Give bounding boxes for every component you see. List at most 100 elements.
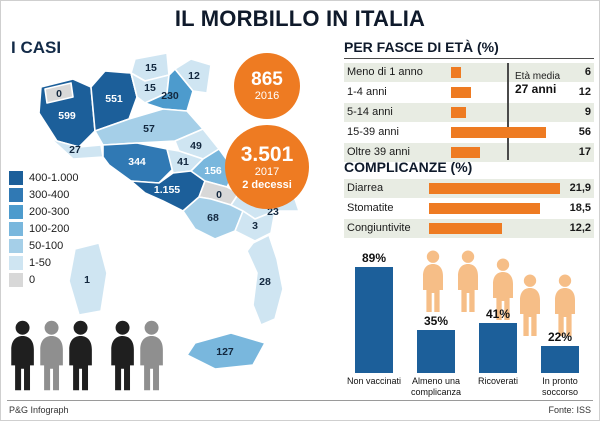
outcome-bar	[417, 330, 455, 373]
region-value: 156	[204, 165, 222, 177]
cases-2016-value: 865	[251, 69, 283, 91]
age-row: 1-4 anni 12	[344, 83, 594, 102]
region-value: 0	[216, 189, 222, 201]
region-value: 12	[188, 70, 200, 82]
credit-text: P&G Infograph	[9, 405, 69, 415]
region-value: 0	[56, 88, 62, 100]
region-value: 57	[143, 123, 155, 135]
age-row-value: 17	[578, 146, 591, 158]
region-value: 127	[216, 346, 234, 358]
legend-swatch	[9, 188, 23, 202]
outcomes-section: 89% 35% 41% 22% Non vaccinati Almeno una…	[344, 250, 594, 401]
region-value: 28	[259, 276, 271, 288]
region-value: 23	[267, 206, 279, 218]
legend-swatch	[9, 222, 23, 236]
legend-swatch	[9, 256, 23, 270]
cases-2017-value: 3.501	[240, 142, 294, 166]
complication-bar	[429, 203, 540, 214]
source-text: Fonte: ISS	[548, 405, 591, 415]
legend-swatch	[9, 171, 23, 185]
complication-label: Stomatite	[347, 202, 394, 214]
region-value: 344	[128, 156, 146, 168]
outcome-bar-group: 35%	[406, 251, 466, 373]
average-age-annotation: Età media 27 anni	[515, 71, 560, 96]
outcome-label: Almeno una complicanza	[410, 376, 462, 397]
region-value: 599	[58, 110, 76, 122]
outcome-label: Ricoverati	[477, 376, 518, 386]
cases-2017-year: 2017	[254, 166, 280, 179]
person-icon	[11, 320, 34, 391]
region-sicilia	[186, 332, 266, 370]
region-valle-daosta	[44, 82, 74, 104]
legend-swatch	[9, 273, 23, 287]
age-row-label: Oltre 39 anni	[347, 146, 410, 158]
footer-divider	[7, 400, 593, 401]
age-row-label: 1-4 anni	[347, 86, 387, 98]
complications-heading: COMPLICANZE (%)	[344, 159, 473, 175]
age-row: Oltre 39 anni 17	[344, 143, 594, 162]
legend-item: 1-50	[9, 256, 79, 270]
complication-value: 18,5	[569, 202, 591, 214]
age-row: 15-39 anni 56	[344, 123, 594, 142]
people-pictogram-orange	[423, 250, 575, 336]
legend-item: 400-1.000	[9, 171, 79, 185]
age-row-bar	[451, 127, 547, 138]
age-row-label: 15-39 anni	[347, 126, 399, 138]
legend-swatch	[9, 239, 23, 253]
legend-label: 100-200	[29, 223, 70, 235]
age-row-bar	[451, 67, 462, 78]
outcome-percent: 22%	[547, 330, 573, 345]
person-icon	[40, 320, 63, 391]
legend-label: 50-100	[29, 240, 64, 252]
outcome-percent: 35%	[423, 314, 449, 329]
complication-row: Congiuntivite 12,2	[344, 219, 594, 238]
outcome-bar-group: 41%	[468, 251, 528, 373]
age-row-value: 6	[584, 66, 591, 78]
legend-label: 400-1.000	[29, 172, 79, 184]
age-row-value: 56	[578, 126, 591, 138]
age-row-bar	[451, 107, 467, 118]
region-value: 1.155	[154, 184, 180, 196]
region-sardegna	[68, 242, 108, 316]
map-legend: 400-1.000 300-400 200-300 100-200 50-100…	[9, 171, 79, 290]
age-row-value: 12	[578, 86, 591, 98]
right-panel: PER FASCE DI ETÀ (%) Meno di 1 anno 6 1-…	[344, 39, 594, 399]
region-value: 15	[145, 62, 157, 74]
cases-2017-deaths: 2 decessi	[242, 178, 292, 191]
legend-label: 0	[29, 274, 36, 286]
person-icon	[423, 250, 443, 312]
outcome-percent: 89%	[361, 251, 387, 265]
complication-label: Diarrea	[347, 182, 384, 194]
age-row-bar	[451, 147, 480, 158]
legend-item: 100-200	[9, 222, 79, 236]
person-icon	[140, 320, 163, 391]
age-row-label: 5-14 anni	[347, 106, 393, 118]
person-icon	[520, 274, 540, 336]
outcome-bar	[479, 322, 517, 373]
outcome-label: Non vaccinati	[346, 376, 402, 386]
complication-row: Diarrea 21,9	[344, 179, 594, 198]
people-pictogram	[11, 320, 163, 391]
age-chart-heading: PER FASCE DI ETÀ (%)	[344, 39, 594, 59]
outcome-bar	[355, 267, 393, 373]
region-value: 230	[161, 90, 179, 102]
complication-value: 12,2	[569, 222, 591, 234]
person-icon	[111, 320, 134, 391]
person-icon	[555, 274, 575, 336]
cases-heading: I CASI	[11, 38, 62, 57]
complication-row: Stomatite 18,5	[344, 199, 594, 218]
legend-label: 300-400	[29, 189, 70, 201]
age-chart-section: PER FASCE DI ETÀ (%) Meno di 1 anno 6 1-…	[344, 39, 594, 163]
complication-bar	[429, 183, 561, 194]
region-veneto	[144, 68, 194, 112]
badge-2016-cases: 865 2016	[234, 53, 300, 119]
complications-rows: Diarrea 21,9 Stomatite 18,5 Congiuntivit…	[344, 179, 594, 238]
region-value: 3	[252, 220, 258, 232]
legend-item: 0	[9, 273, 79, 287]
region-value: 15	[144, 82, 156, 94]
legend-item: 300-400	[9, 188, 79, 202]
person-icon	[458, 250, 478, 312]
complications-section: COMPLICANZE (%) Diarrea 21,9 Stomatite 1…	[344, 159, 594, 239]
outcome-bar	[541, 346, 579, 373]
page-title: IL MORBILLO IN ITALIA	[174, 6, 426, 31]
